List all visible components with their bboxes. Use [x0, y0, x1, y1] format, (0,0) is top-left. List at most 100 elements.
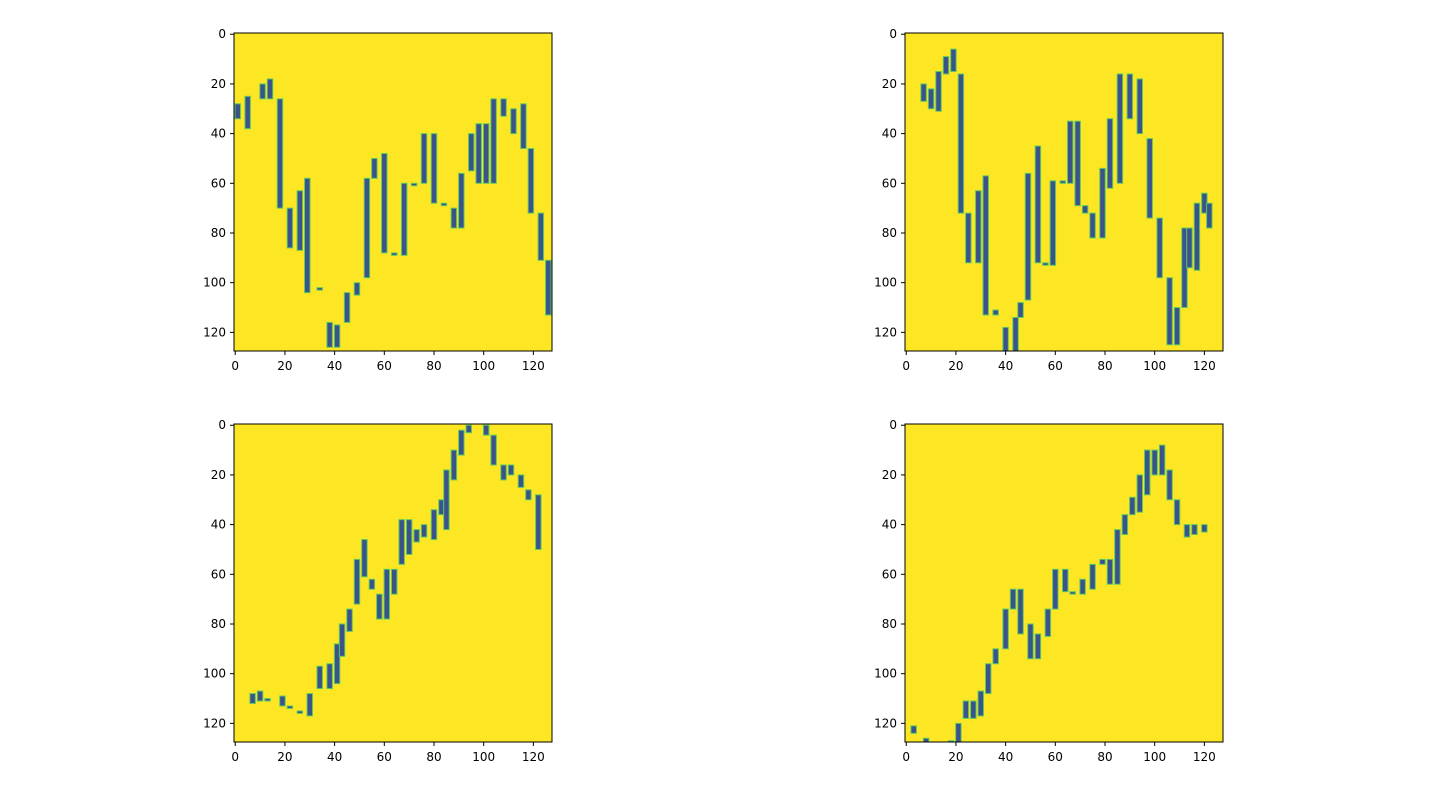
axes: 0 20 40 60 80 100 120 0 20 40 60 80 100 120 [874, 27, 1224, 373]
plot-area [249, 424, 542, 717]
candle [1136, 474, 1144, 513]
x-tick-label: 20 [948, 750, 963, 764]
x-tick-label: 80 [1097, 359, 1112, 373]
candle [920, 83, 927, 102]
candle [333, 643, 341, 685]
axes-frame [904, 423, 1224, 743]
axes: 0 20 40 60 80 100 120 0 20 40 60 80 100 120 [203, 418, 553, 764]
candle [343, 292, 351, 323]
x-tick-label: 120 [522, 750, 545, 764]
candle [1166, 277, 1173, 346]
candle [950, 48, 957, 73]
candle [957, 73, 965, 214]
candle [440, 202, 448, 207]
candle [1099, 167, 1106, 239]
candle [1166, 469, 1173, 501]
candle [1156, 217, 1163, 279]
candle [1009, 588, 1017, 610]
candle [975, 190, 982, 264]
x-tick-label: 40 [327, 359, 342, 373]
candle [1146, 138, 1153, 219]
x-tick-label: 120 [522, 359, 545, 373]
candle [490, 434, 497, 466]
candle [1151, 449, 1158, 476]
candle [535, 494, 542, 550]
plot-background [234, 33, 552, 351]
x-tick-label: 100 [1143, 750, 1166, 764]
y-tick-label: 100 [203, 667, 226, 681]
candle [1079, 578, 1086, 595]
candle [1042, 262, 1049, 266]
candle [326, 663, 333, 690]
candle [381, 152, 388, 254]
y-tick-label: 0 [889, 418, 897, 432]
candle [296, 190, 304, 251]
y-tick-label: 40 [211, 518, 226, 532]
candle [410, 182, 418, 187]
x-tick-label: 60 [1048, 359, 1063, 373]
candle [391, 568, 398, 595]
y-tick-label: 80 [882, 226, 897, 240]
y-tick-label: 80 [882, 617, 897, 631]
candle [1052, 568, 1059, 610]
y-tick-label: 100 [874, 276, 897, 290]
candle [1024, 172, 1032, 301]
candle [353, 558, 361, 605]
candle [304, 177, 311, 294]
candle [296, 710, 304, 714]
candle [430, 133, 438, 204]
candle [1066, 120, 1074, 184]
y-tick-label: 120 [203, 325, 226, 339]
x-tick-label: 80 [426, 359, 441, 373]
candle [458, 172, 465, 229]
candle [244, 95, 251, 130]
axes-frame [233, 423, 553, 743]
candle [326, 321, 333, 348]
x-tick-label: 60 [377, 359, 392, 373]
candle [1059, 180, 1066, 184]
candle [1143, 449, 1151, 496]
candle [935, 71, 942, 112]
candle [475, 123, 482, 184]
candle [306, 693, 314, 717]
candle [430, 509, 438, 541]
candle [992, 309, 999, 316]
x-tick-label: 40 [998, 750, 1013, 764]
candle [391, 252, 398, 256]
candle [1099, 558, 1106, 565]
candle [450, 207, 458, 229]
candle [517, 474, 525, 488]
candle [264, 698, 271, 702]
candle [420, 133, 428, 184]
candle [1106, 118, 1114, 189]
x-tick-label: 120 [1193, 359, 1216, 373]
y-tick-label: 120 [874, 325, 897, 339]
candle [1206, 202, 1213, 229]
candle [1062, 568, 1069, 593]
candle [249, 693, 256, 704]
candle [1002, 326, 1009, 351]
candle [955, 722, 962, 742]
candle [507, 464, 515, 476]
axes-frame [904, 32, 1224, 352]
candle [1191, 524, 1198, 536]
candle [1193, 202, 1201, 271]
candle [527, 148, 535, 214]
y-tick-label: 80 [211, 617, 226, 631]
candle [1012, 316, 1019, 351]
candle [1069, 591, 1076, 595]
candle [1136, 78, 1144, 135]
candle [400, 182, 408, 256]
candle [346, 608, 353, 632]
candle [1121, 514, 1129, 536]
candle [361, 539, 368, 578]
candle [256, 690, 264, 702]
candle [927, 88, 935, 110]
axes-frame [233, 32, 553, 352]
candle [992, 648, 999, 665]
x-tick-label: 0 [902, 359, 910, 373]
plot-area [920, 48, 1213, 351]
y-tick-label: 60 [882, 176, 897, 190]
y-tick-label: 20 [882, 468, 897, 482]
candle [482, 123, 490, 184]
